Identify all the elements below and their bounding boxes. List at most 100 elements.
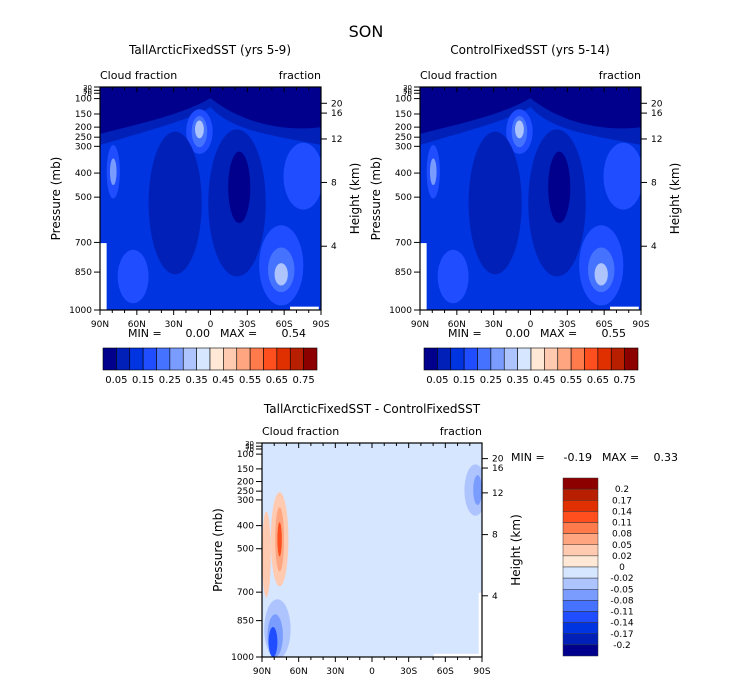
y-tick-label: 50 — [403, 87, 412, 95]
colorbar: 0.20.170.140.110.080.050.020-0.02-0.05-0… — [562, 477, 634, 657]
contour-region — [515, 120, 524, 139]
x-tick-label: 90N — [411, 320, 429, 330]
colorbar-label: 0.45 — [533, 375, 555, 386]
contour-region — [424, 453, 452, 625]
colorbar-label: 0.65 — [266, 375, 288, 386]
colorbar-swatch — [289, 347, 304, 371]
max-label: MAX = — [540, 327, 577, 340]
x-tick-label: 0 — [369, 667, 375, 677]
y-right-tick-label: 8 — [651, 178, 657, 188]
x-tick-label: 90N — [253, 667, 271, 677]
colorbar-label: 0.55 — [239, 375, 261, 386]
x-tick-label: 0 — [208, 320, 214, 330]
colorbar-label: -0.02 — [610, 574, 633, 584]
y-tick-label: 700 — [237, 588, 254, 598]
y-axis-label: Pressure (mb) — [211, 508, 225, 592]
contour-region — [159, 144, 191, 253]
max-value: 0.55 — [602, 327, 627, 340]
colorbar-swatch — [570, 347, 585, 371]
colorbar-swatch — [624, 347, 639, 371]
colorbar-swatch — [597, 347, 612, 371]
x-tick-label: 30N — [485, 320, 503, 330]
right-string: fraction — [599, 69, 641, 82]
y-tick-label: 400 — [237, 522, 254, 532]
colorbar-swatch — [562, 566, 599, 579]
missing-data — [433, 653, 482, 657]
y-tick-label: 30 — [403, 84, 412, 92]
contour-region — [429, 158, 437, 186]
colorbar-swatch — [209, 347, 224, 371]
y-right-tick-label: 16 — [492, 464, 504, 474]
y-tick-label: 250 — [237, 487, 254, 497]
contour-region — [372, 453, 403, 647]
colorbar-swatch — [102, 347, 117, 371]
chart-panel-1: TallArcticFixedSST (yrs 5-9) Cloud fracti… — [49, 43, 362, 386]
panel-title: TallArcticFixedSST (yrs 5-9) — [128, 43, 291, 57]
contour-region — [283, 142, 321, 210]
colorbar-label: -0.08 — [610, 596, 634, 606]
x-tick-label: 0 — [528, 320, 534, 330]
colorbar-swatch — [129, 347, 144, 371]
y-axis-label-right: Height (km) — [509, 514, 523, 585]
colorbar-label: -0.11 — [610, 608, 633, 618]
colorbar-swatch — [196, 347, 211, 371]
left-string: Cloud fraction — [420, 69, 497, 82]
x-tick-label: 60N — [448, 320, 466, 330]
colorbar-label: 0.35 — [185, 375, 207, 386]
min-value: 0.00 — [186, 327, 211, 340]
left-string: Cloud fraction — [100, 69, 177, 82]
left-string: Cloud fraction — [262, 425, 339, 438]
contour-field — [262, 443, 482, 657]
y-tick-label: 100 — [237, 450, 254, 460]
colorbar-label: 0.75 — [613, 375, 635, 386]
contour-region — [281, 453, 309, 647]
y-right-tick-label: 16 — [331, 109, 343, 119]
y-right-tick-label: 8 — [331, 178, 337, 188]
colorbar-label: 0.08 — [612, 530, 632, 540]
colorbar-swatch — [562, 533, 599, 545]
y-right-tick-label: 4 — [492, 592, 498, 602]
y-right-tick-label: 4 — [331, 242, 337, 252]
x-tick-label: 60S — [276, 320, 293, 330]
x-tick-label: 60S — [596, 320, 613, 330]
colorbar-swatch — [503, 347, 518, 371]
colorbar-swatch — [562, 500, 599, 512]
max-label: MAX = — [602, 451, 639, 464]
colorbar-label: 0.15 — [132, 375, 154, 386]
colorbar-swatch — [249, 347, 264, 371]
colorbar-swatch — [477, 347, 492, 371]
colorbar-label: -0.2 — [613, 641, 631, 651]
contour-region — [473, 475, 482, 506]
x-tick-label: 30N — [326, 667, 344, 677]
y-tick-label: 70 — [83, 90, 92, 98]
colorbar-label: 0.25 — [159, 375, 181, 386]
x-tick-label: 60N — [128, 320, 146, 330]
contour-region — [548, 151, 571, 224]
x-tick-label: 30S — [400, 667, 417, 677]
x-tick-label: 30S — [559, 320, 576, 330]
contour-region — [262, 511, 271, 598]
colorbar-swatch — [223, 347, 238, 371]
y-tick-label: 300 — [75, 142, 92, 152]
max-value: 0.54 — [282, 327, 307, 340]
colorbar-swatch — [562, 600, 599, 612]
colorbar-label: 0 — [619, 563, 625, 573]
missing-data — [420, 243, 427, 310]
colorbar-swatch — [263, 347, 278, 371]
missing-data — [478, 592, 482, 657]
y-tick-label: 500 — [395, 193, 412, 203]
y-tick-label: 1000 — [231, 653, 254, 663]
x-tick-label: 60S — [437, 667, 454, 677]
colorbar-label: 0.05 — [612, 541, 632, 551]
colorbar-label: 0.35 — [506, 375, 528, 386]
missing-data — [290, 306, 319, 310]
y-right-tick-label: 12 — [331, 135, 342, 145]
y-tick-label: 400 — [75, 169, 92, 179]
colorbar-swatch — [156, 347, 171, 371]
y-tick-label: 1000 — [69, 306, 92, 316]
colorbar-swatch — [562, 611, 599, 623]
x-tick-label: 30N — [165, 320, 183, 330]
contour-region — [332, 475, 355, 647]
colorbar-swatch — [276, 347, 291, 371]
